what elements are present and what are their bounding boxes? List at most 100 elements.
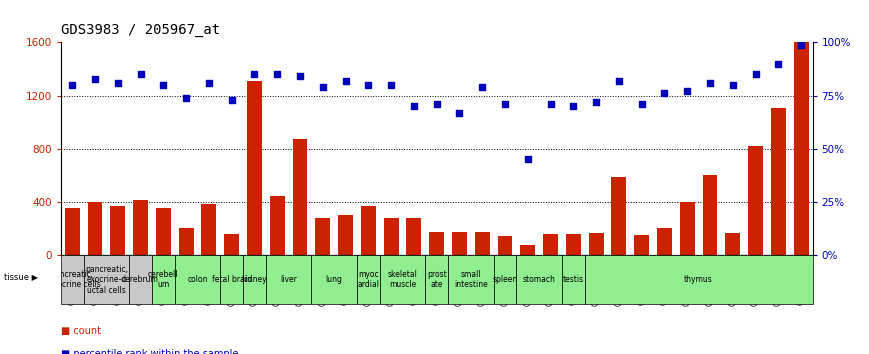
Bar	[543, 234, 558, 255]
Text: stomach: stomach	[523, 275, 555, 284]
Point	[315, 84, 329, 90]
Bar	[220, 255, 243, 304]
Bar	[152, 255, 175, 304]
Bar	[748, 146, 763, 255]
Bar	[474, 232, 489, 255]
Bar	[612, 177, 627, 255]
Point	[544, 101, 558, 107]
Point	[726, 82, 740, 88]
Point	[430, 101, 444, 107]
Bar	[243, 255, 266, 304]
Point	[748, 72, 762, 77]
Bar	[588, 233, 604, 255]
Point	[521, 156, 534, 162]
Point	[88, 76, 102, 81]
Bar	[680, 202, 694, 255]
Text: pancreatic,
exocrine-d
uctal cells: pancreatic, exocrine-d uctal cells	[85, 265, 128, 295]
Text: ■ count: ■ count	[61, 326, 101, 336]
Bar	[179, 228, 194, 255]
Bar	[452, 232, 467, 255]
Point	[634, 101, 648, 107]
Text: prost
ate: prost ate	[427, 270, 447, 289]
Point	[248, 72, 262, 77]
Point	[156, 82, 170, 88]
Bar	[156, 209, 170, 255]
Point	[772, 61, 786, 67]
Bar	[585, 255, 813, 304]
Text: fetal brain: fetal brain	[212, 275, 252, 284]
Bar	[338, 215, 353, 255]
Bar	[88, 202, 103, 255]
Bar	[266, 255, 311, 304]
Point	[65, 82, 79, 88]
Point	[589, 99, 603, 105]
Text: thymus: thymus	[684, 275, 713, 284]
Point	[339, 78, 353, 84]
Point	[384, 82, 398, 88]
Point	[567, 103, 580, 109]
Bar	[361, 206, 375, 255]
Bar	[726, 233, 740, 255]
Point	[407, 103, 421, 109]
Bar	[65, 208, 80, 255]
Bar	[83, 255, 129, 304]
Bar	[247, 81, 262, 255]
Point	[362, 82, 375, 88]
Bar	[425, 255, 448, 304]
Bar	[269, 196, 285, 255]
Text: colon: colon	[187, 275, 208, 284]
Bar	[448, 255, 494, 304]
Bar	[407, 218, 421, 255]
Text: cerebrum: cerebrum	[123, 275, 159, 284]
Bar	[133, 200, 148, 255]
Point	[134, 72, 148, 77]
Point	[111, 80, 125, 86]
Text: spleen: spleen	[493, 275, 518, 284]
Text: pancreatic,
endocrine cells: pancreatic, endocrine cells	[43, 270, 101, 289]
Point	[225, 97, 239, 103]
Text: small
intestine: small intestine	[454, 270, 488, 289]
Text: tissue ▶: tissue ▶	[4, 272, 38, 281]
Bar	[494, 255, 516, 304]
Text: GDS3983 / 205967_at: GDS3983 / 205967_at	[61, 23, 220, 37]
Bar	[703, 175, 718, 255]
Point	[293, 74, 307, 79]
Bar	[293, 139, 308, 255]
Text: skeletal
muscle: skeletal muscle	[388, 270, 417, 289]
Bar	[175, 255, 220, 304]
Text: ■ percentile rank within the sample: ■ percentile rank within the sample	[61, 349, 238, 354]
Bar	[357, 255, 380, 304]
Bar	[429, 232, 444, 255]
Bar	[521, 245, 535, 255]
Point	[453, 110, 467, 115]
Bar	[793, 42, 808, 255]
Text: lung: lung	[326, 275, 342, 284]
Bar	[384, 218, 399, 255]
Bar	[634, 235, 649, 255]
Point	[270, 72, 284, 77]
Bar	[129, 255, 152, 304]
Bar	[380, 255, 425, 304]
Bar	[657, 228, 672, 255]
Text: testis: testis	[563, 275, 584, 284]
Bar	[566, 234, 580, 255]
Point	[179, 95, 193, 101]
Point	[202, 80, 216, 86]
Text: myoc
ardial: myoc ardial	[357, 270, 380, 289]
Point	[680, 88, 694, 94]
Bar	[771, 108, 786, 255]
Point	[658, 91, 672, 96]
Text: kidney: kidney	[242, 275, 268, 284]
Point	[498, 101, 512, 107]
Bar	[311, 255, 357, 304]
Bar	[516, 255, 562, 304]
Bar	[562, 255, 585, 304]
Text: cerebell
um: cerebell um	[148, 270, 179, 289]
Bar	[61, 255, 83, 304]
Point	[703, 80, 717, 86]
Bar	[110, 206, 125, 255]
Text: liver: liver	[280, 275, 297, 284]
Point	[794, 42, 808, 47]
Bar	[202, 204, 216, 255]
Point	[475, 84, 489, 90]
